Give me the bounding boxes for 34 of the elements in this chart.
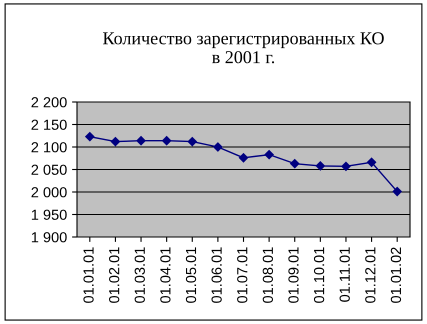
point — [392, 186, 402, 196]
y-tick-label: 1 900 — [32, 232, 67, 242]
point — [366, 158, 376, 167]
x-tick-label: 01.06.01 — [211, 247, 222, 303]
point — [136, 136, 146, 146]
x-tick-label: 01.12.01 — [365, 247, 376, 303]
y-tick-label: 2 000 — [32, 187, 67, 198]
point — [188, 136, 197, 146]
point — [290, 159, 300, 168]
point — [213, 142, 223, 152]
x-tick-label: 01.05.01 — [186, 247, 196, 303]
point — [238, 153, 248, 162]
x-tick-label: 01.01.02 — [390, 247, 402, 303]
y-tick-label: 2 200 — [32, 97, 67, 108]
x-tick-label: 01.09.01 — [288, 247, 299, 303]
point — [341, 162, 351, 171]
point — [85, 132, 94, 142]
x-tick-label: 01.10.01 — [314, 247, 324, 303]
y-tick-label: 2 100 — [32, 142, 67, 152]
point — [264, 150, 274, 160]
x-tick-label: 01.04.01 — [160, 247, 171, 303]
x-tick-label: 01.11.01 — [340, 247, 350, 302]
x-tick-label: 01.08.01 — [262, 247, 274, 303]
chart-title: Количество зарегистрированных КО в 2001 г. — [102, 32, 384, 64]
x-tick-label: 01.07.01 — [237, 247, 248, 303]
point — [162, 136, 172, 146]
y-tick-label: 2 050 — [32, 164, 67, 175]
x-tick-label: 01.01.01 — [83, 247, 94, 303]
x-tick-label: 01.02.01 — [109, 247, 120, 303]
point — [110, 136, 120, 146]
y-tick-label: 2 150 — [32, 120, 67, 130]
x-tick-label: 01.03.01 — [134, 247, 145, 303]
y-tick-label: 1 950 — [32, 210, 67, 220]
point — [316, 161, 325, 171]
